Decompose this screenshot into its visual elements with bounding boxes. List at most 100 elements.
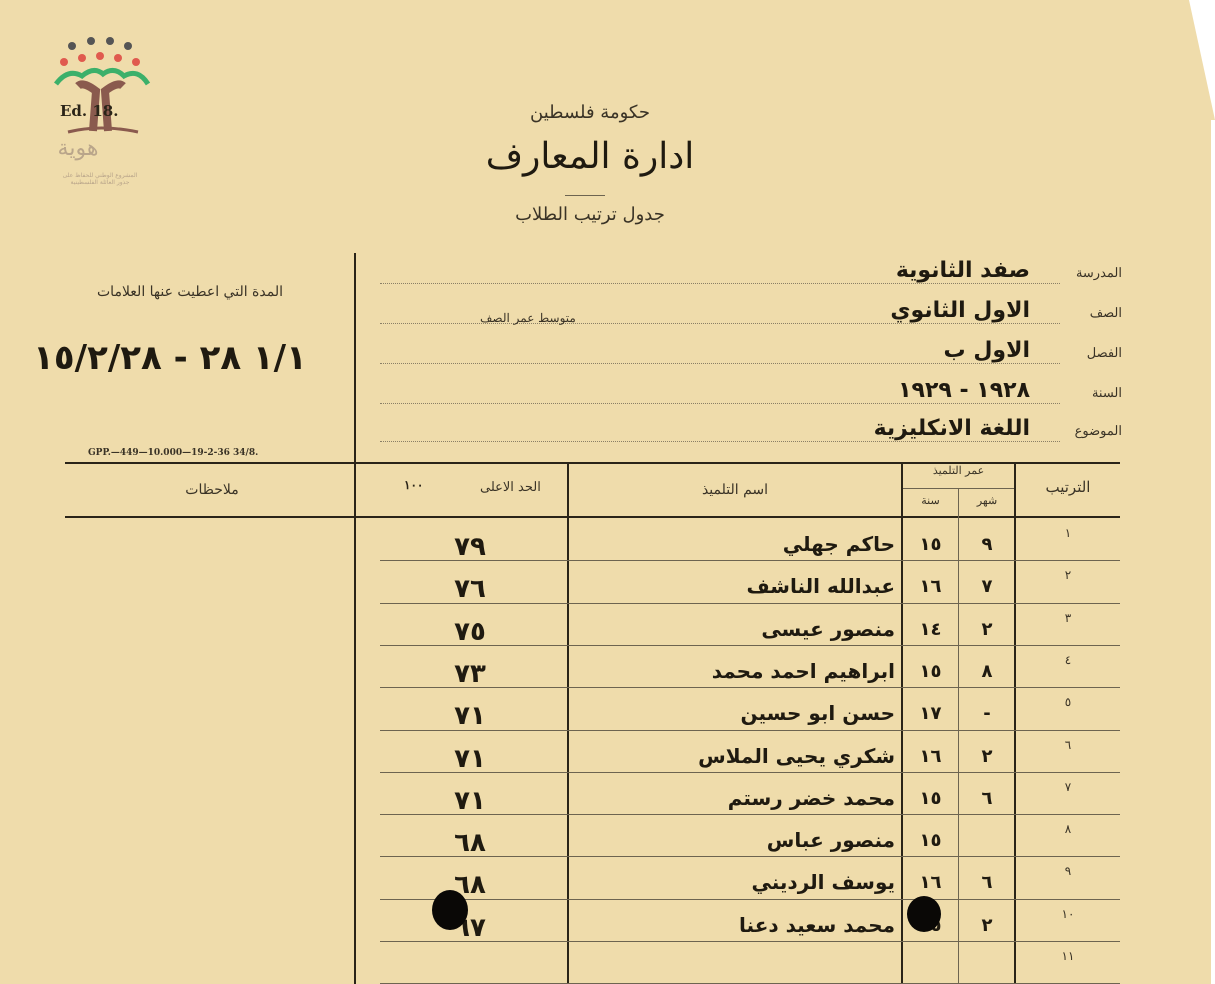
row-rule [1018,941,1120,942]
header-notes: ملاحظات [185,482,239,498]
punch-hole [907,896,941,932]
student-name-cell: منصور عيسى [761,616,895,641]
age-year-cell: ١٧ [919,703,942,725]
row-rule [380,687,1020,689]
field-value[interactable]: الاول الثانوي [890,298,1030,323]
field-value[interactable]: الاول ب [943,338,1030,363]
age-month-cell: ٢ [981,914,993,936]
age-month-cell: ٨ [981,660,993,682]
period-value: ١/١ ٢٨ - ١٥/٢/٢٨ [33,338,307,378]
student-name-cell: منصور عباس [766,828,895,853]
government-title: حكومة فلسطين [530,102,650,123]
age-year-cell: ١٥ [919,830,942,852]
row-rule [380,856,1020,858]
age-month-cell: ٢ [981,745,993,767]
row-rule [380,814,1020,816]
field-value[interactable]: ١٩٢٨ - ١٩٢٩ [898,378,1030,403]
mark-cell: ٧١ [454,785,486,816]
form-title: جدول ترتيب الطلاب [515,204,665,225]
rank-cell: ٢ [1064,568,1072,583]
mark-cell: ٧٣ [454,658,486,689]
row-rule [380,941,1020,942]
student-name-cell: شكري يحيى الملاس [698,743,895,768]
student-name-cell: محمد سعيد دعنا [739,912,895,937]
age-month-cell: ٧ [981,576,993,598]
student-name-cell: عبدالله الناشف [746,574,895,599]
field-line [380,440,1060,442]
print-code: GPP.—449—10.000—19-2-36 34/8. [88,448,259,458]
age-year-cell: ١٥ [919,534,942,555]
age-year-cell: ١٦ [919,576,942,598]
column-rule [1014,463,1016,984]
header-max: الحد الاعلى [480,480,541,495]
student-name-cell: يوسف الرديني [751,870,895,895]
rank-cell: ٨ [1064,822,1072,837]
student-name-cell: حسن ابو حسين [740,701,895,726]
student-name-cell: حاكم جهلي [782,532,895,556]
field-value[interactable]: صفد الثانوية [895,258,1030,283]
row-rule [380,729,1020,731]
column-rule [567,463,569,984]
vertical-rule [354,253,356,984]
field-label: الموضوع [1074,424,1122,439]
department-title: ادارة المعارف [485,136,695,177]
header-year: سنة [921,494,940,507]
age-month-cell: - [983,703,991,725]
field-label: الصف [1089,306,1122,321]
header-name: اسم التلميذ [701,482,769,498]
average-age-label: متوسط عمر الصف [480,311,576,325]
heritage-logo: Ed. 18. هوية المشروع الوطني للحفاظ على جذ… [48,36,158,196]
header-month: شهر [976,494,998,507]
mark-cell: ٦٨ [454,870,486,901]
mark-cell: ٧٦ [454,574,486,605]
row-rule [1018,687,1120,689]
row-rule [1018,602,1120,604]
age-month-cell: ٦ [981,787,993,809]
age-year-cell: ١٦ [919,872,942,894]
rank-cell: ١ [1064,526,1072,540]
field-line [380,282,1060,284]
mark-cell: ٦٨ [454,828,486,859]
age-year-cell: ١٥ [919,787,942,809]
rank-cell: ٩ [1064,864,1072,879]
row-rule [380,560,1020,562]
divider [565,195,605,196]
field-line [380,402,1060,404]
field-label: السنة [1091,386,1122,401]
header-bottom-rule [65,516,1120,518]
field-value[interactable]: اللغة الانكليزية [873,416,1030,441]
field-label: المدرسة [1075,266,1122,281]
row-rule [1018,644,1120,646]
page-edge [1211,120,1215,984]
row-rule [380,644,1020,646]
rank-cell: ١٠ [1061,906,1075,921]
field-line [380,322,1060,324]
table-top-rule [65,462,1120,464]
row-rule [1018,771,1120,773]
header-rank: الترتيب [1045,478,1091,496]
mark-cell: ٧٥ [454,616,486,647]
student-name-cell: محمد خضر رستم [727,785,895,810]
rank-cell: ٦ [1064,737,1072,752]
age-month-cell: ٢ [981,618,993,640]
row-rule [1018,560,1120,562]
stamp-text: Ed. 18. [60,102,119,120]
header-age: عمر التلميذ [932,464,985,477]
age-year-cell: ١٥ [919,660,942,682]
column-rule [901,463,903,984]
mark-cell: ٧١ [454,701,486,732]
rank-cell: ٧ [1064,779,1072,794]
tree-icon [54,37,151,134]
age-month-cell: ٩ [981,534,993,555]
column-rule [958,488,959,984]
tagline: المشروع الوطني للحفاظ على جذور العائلة ال… [62,172,138,186]
row-rule [380,771,1020,773]
student-name-cell: ابراهيم احمد محمد [711,658,895,683]
period-label: المدة التي اعطيت عنها العلامات [97,284,283,300]
mark-cell: ٧٩ [454,532,486,562]
field-label: الفصل [1086,346,1122,361]
row-rule [1018,856,1120,858]
row-rule [1018,898,1120,900]
rank-cell: ١١ [1061,949,1075,963]
row-rule [380,602,1020,604]
